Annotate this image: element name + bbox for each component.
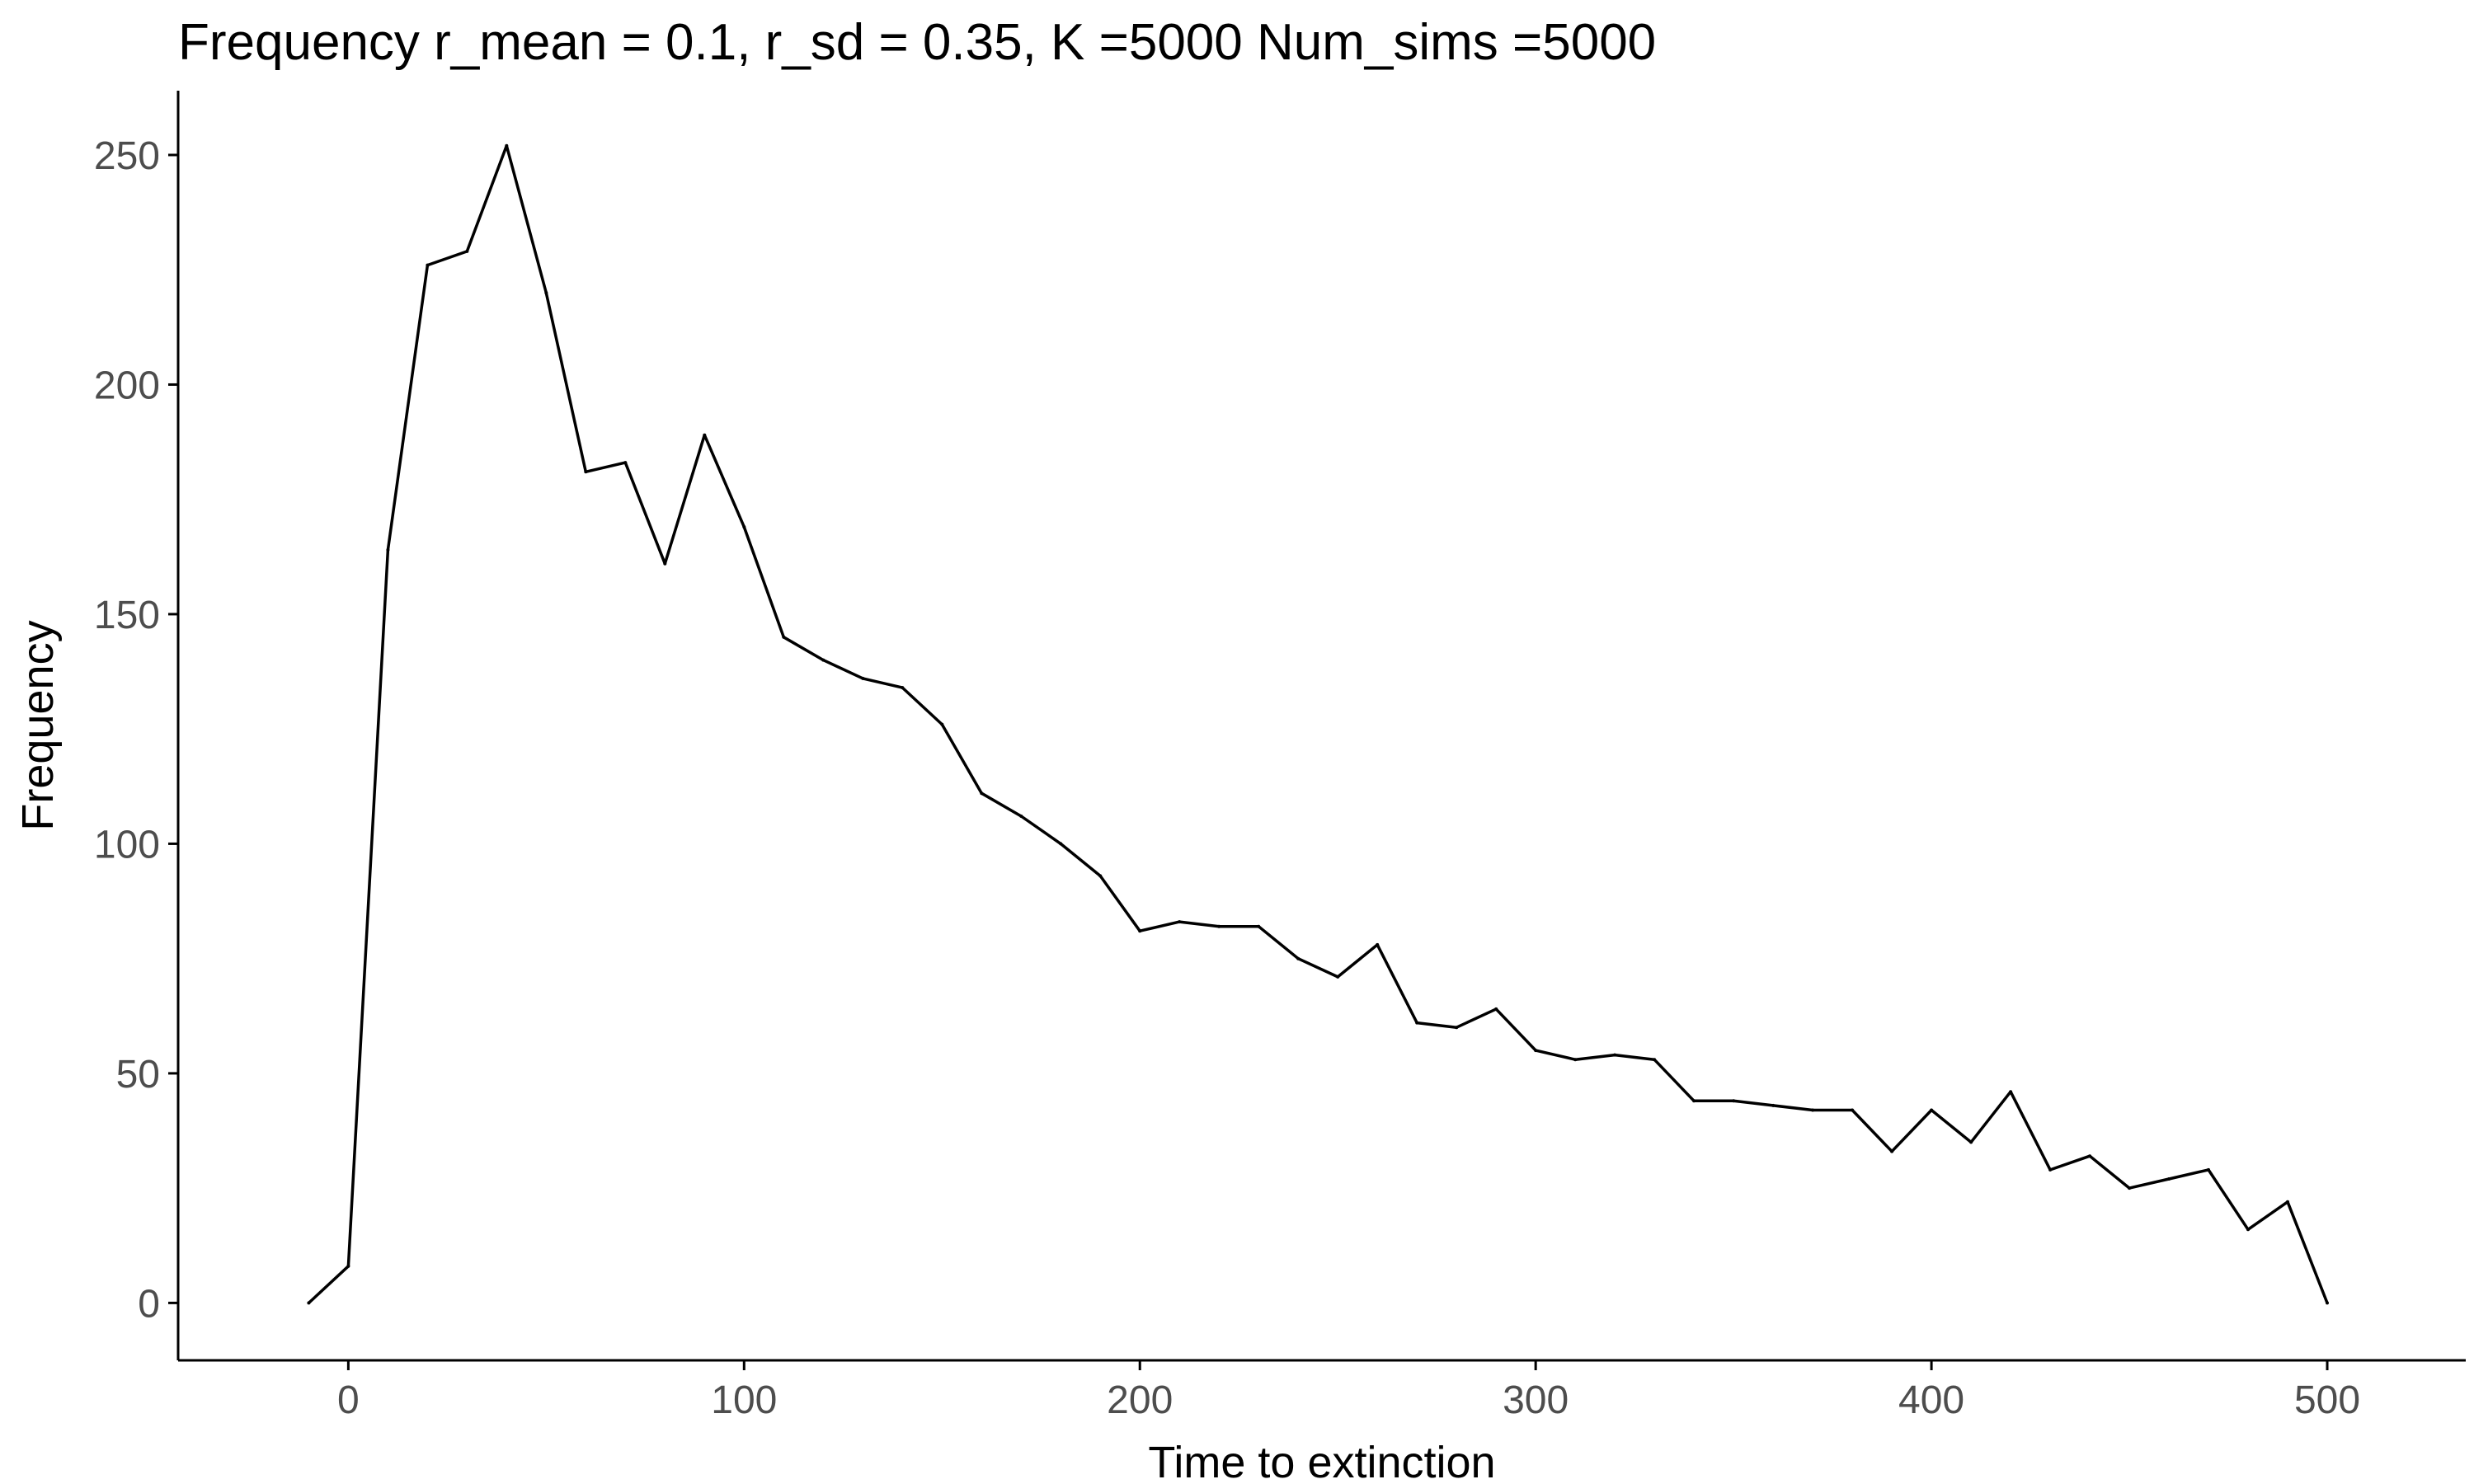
data-point xyxy=(1811,1108,1815,1112)
x-tick-label: 200 xyxy=(1107,1378,1173,1422)
data-point xyxy=(2286,1200,2289,1204)
data-point xyxy=(2246,1228,2250,1232)
data-point xyxy=(1494,1007,1498,1011)
data-point xyxy=(1613,1053,1617,1057)
x-axis-title: Time to extinction xyxy=(1148,1438,1495,1484)
data-point xyxy=(386,548,390,552)
x-tick-label: 0 xyxy=(337,1378,360,1422)
data-point xyxy=(2088,1154,2092,1158)
y-tick-label: 100 xyxy=(94,823,160,866)
data-point xyxy=(1059,842,1063,846)
data-point xyxy=(1455,1026,1459,1030)
y-tick-label: 150 xyxy=(94,594,160,637)
data-point xyxy=(1653,1058,1657,1062)
data-point xyxy=(426,263,430,267)
data-point xyxy=(1534,1049,1538,1053)
data-point xyxy=(505,143,509,148)
data-point xyxy=(1692,1099,1696,1103)
chart-title: Frequency r_mean = 0.1, r_sd = 0.35, K =… xyxy=(178,14,1656,71)
data-point xyxy=(1296,956,1300,960)
x-tick-label: 400 xyxy=(1898,1378,1964,1422)
x-tick-label: 500 xyxy=(2294,1378,2360,1422)
plot-area xyxy=(307,143,2329,1305)
data-point xyxy=(2326,1301,2329,1305)
data-point xyxy=(1376,942,1380,946)
data-point xyxy=(1851,1108,1855,1112)
data-point xyxy=(1217,924,1221,928)
y-tick-label: 250 xyxy=(94,134,160,178)
data-point xyxy=(1336,974,1340,979)
x-ticks: 0 100 200 300 400 500 xyxy=(337,1360,2360,1422)
data-point xyxy=(584,470,588,474)
data-point xyxy=(861,676,865,680)
data-point xyxy=(1890,1149,1894,1153)
data-point xyxy=(1257,924,1261,928)
data-point xyxy=(782,635,786,639)
data-point xyxy=(2048,1167,2053,1172)
data-point xyxy=(2207,1167,2210,1172)
data-point xyxy=(901,686,905,690)
data-point xyxy=(2009,1090,2013,1094)
data-point xyxy=(1930,1108,1934,1112)
data-point xyxy=(1732,1099,1736,1103)
y-tick-label: 200 xyxy=(94,364,160,407)
data-point xyxy=(1969,1140,1973,1144)
data-point xyxy=(623,461,628,465)
y-tick-label: 0 xyxy=(138,1282,160,1326)
x-tick-label: 300 xyxy=(1503,1378,1569,1422)
data-point xyxy=(1771,1103,1776,1107)
x-tick-label: 100 xyxy=(711,1378,777,1422)
data-point xyxy=(1019,815,1023,818)
data-point xyxy=(2167,1177,2171,1181)
frequency-series-line xyxy=(308,144,2329,1304)
y-axis-title: Frequency xyxy=(13,620,63,830)
data-point xyxy=(703,433,707,437)
data-point xyxy=(821,658,825,662)
data-point xyxy=(2128,1186,2132,1190)
y-tick-label: 50 xyxy=(116,1053,160,1097)
data-point xyxy=(663,561,667,566)
y-ticks: 0 50 100 150 200 250 xyxy=(94,134,178,1326)
data-point xyxy=(1098,874,1103,878)
data-point xyxy=(307,1301,311,1305)
data-point xyxy=(1178,920,1182,924)
data-point xyxy=(980,791,984,796)
data-point xyxy=(1415,1021,1419,1025)
data-point xyxy=(346,1264,350,1268)
data-point xyxy=(465,249,469,253)
data-point xyxy=(742,525,746,529)
data-point xyxy=(940,722,944,726)
data-point xyxy=(544,291,548,295)
data-point xyxy=(1138,929,1142,933)
data-point xyxy=(1573,1058,1578,1062)
